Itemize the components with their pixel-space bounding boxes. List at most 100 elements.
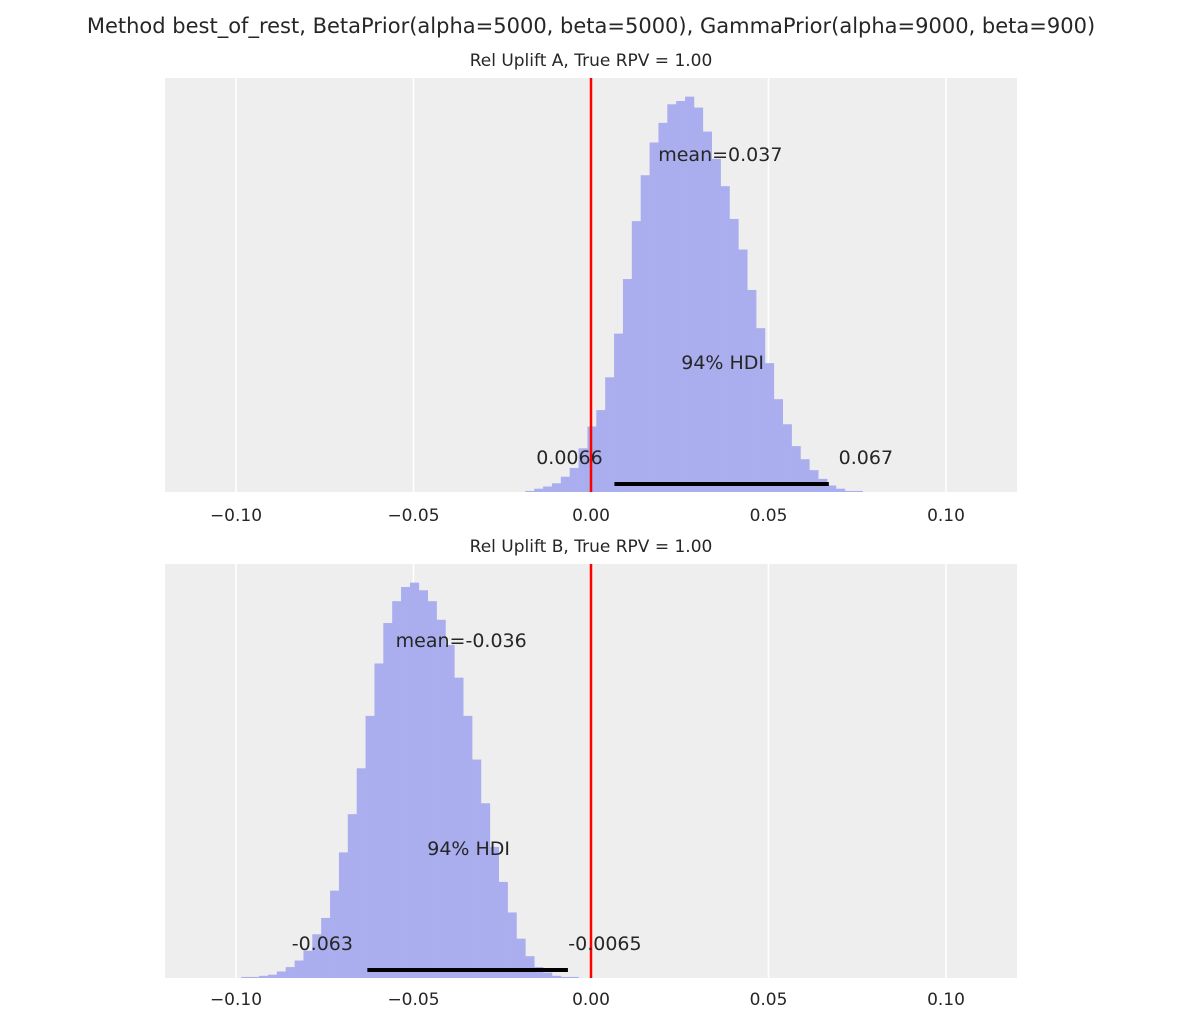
histogram-bar bbox=[578, 448, 588, 492]
histogram-bar bbox=[472, 759, 482, 978]
histogram-bar bbox=[605, 377, 615, 492]
histogram-bar bbox=[498, 881, 508, 978]
subplot-b-title: Rel Uplift B, True RPV = 1.00 bbox=[470, 537, 713, 557]
histogram-bar bbox=[729, 218, 739, 493]
mean-label: mean=0.037 bbox=[658, 144, 782, 166]
histogram-bar bbox=[667, 104, 677, 493]
histogram-bar bbox=[401, 586, 411, 978]
histogram-bar bbox=[383, 623, 393, 978]
histogram-bar bbox=[489, 846, 499, 978]
histogram-bar bbox=[534, 967, 544, 978]
histogram-bar bbox=[693, 107, 704, 493]
histogram-bar bbox=[463, 715, 473, 978]
histogram-bar bbox=[356, 768, 366, 978]
mean-label: mean=-0.036 bbox=[396, 630, 527, 652]
histogram-bar bbox=[622, 279, 633, 492]
x-tick-label: 0.00 bbox=[572, 990, 610, 1010]
histogram-bar bbox=[756, 328, 766, 492]
histogram-bar bbox=[551, 975, 562, 978]
histogram-bar bbox=[534, 488, 544, 492]
histogram-bar bbox=[285, 967, 295, 978]
histogram-bar bbox=[560, 476, 570, 492]
histogram-bar bbox=[791, 446, 801, 492]
histogram-bar bbox=[330, 890, 340, 978]
histogram-bar bbox=[259, 975, 269, 978]
histogram-bar bbox=[773, 399, 783, 492]
histogram-bar bbox=[507, 912, 517, 978]
histogram-bar bbox=[543, 486, 553, 492]
x-tick-label: 0.05 bbox=[750, 990, 788, 1010]
subplot-a: Rel Uplift A, True RPV = 1.00 0.0066 0.06… bbox=[165, 51, 1017, 526]
histogram-bar bbox=[347, 814, 357, 978]
hdi-low-label: 0.0066 bbox=[536, 447, 602, 469]
histogram-bar bbox=[241, 976, 251, 978]
subplot-a-title: Rel Uplift A, True RPV = 1.00 bbox=[470, 51, 713, 71]
histogram-bar bbox=[365, 715, 375, 978]
hdi-low-label: -0.063 bbox=[292, 933, 353, 955]
histogram-bar bbox=[392, 601, 402, 978]
x-tick-label: −0.10 bbox=[210, 990, 262, 1010]
histogram-bar bbox=[685, 96, 695, 492]
histogram-bar bbox=[640, 175, 650, 492]
histogram-bar bbox=[445, 644, 455, 978]
histogram-bar bbox=[569, 976, 579, 978]
histogram-bar bbox=[454, 677, 464, 978]
hdi-high-label: 0.067 bbox=[839, 447, 893, 469]
x-tick-label: 0.10 bbox=[927, 990, 965, 1010]
histogram-bar bbox=[800, 459, 810, 492]
histogram-bar bbox=[551, 483, 562, 492]
x-tick-label: 0.00 bbox=[572, 506, 610, 526]
histogram-bar bbox=[827, 485, 837, 492]
histogram-bar bbox=[747, 289, 757, 492]
histogram-bar bbox=[250, 976, 260, 978]
histogram-bar bbox=[427, 601, 437, 978]
hdi-high-label: -0.0065 bbox=[568, 933, 641, 955]
histogram-bar bbox=[374, 663, 384, 978]
histogram-bar bbox=[809, 470, 819, 492]
histogram-bar bbox=[267, 974, 278, 978]
histogram-bar bbox=[853, 490, 863, 492]
figure-suptitle: Method best_of_rest, BetaPrior(alpha=500… bbox=[87, 14, 1095, 39]
x-tick-label: −0.10 bbox=[210, 506, 262, 526]
histogram-bar bbox=[276, 971, 286, 978]
x-tick-label: −0.05 bbox=[387, 506, 439, 526]
histogram-bar bbox=[303, 950, 313, 978]
histogram-bar bbox=[294, 960, 304, 978]
hdi-label: 94% HDI bbox=[681, 352, 764, 374]
histogram-bar bbox=[720, 186, 730, 492]
x-tick-label: 0.10 bbox=[927, 506, 965, 526]
x-tick-label: 0.05 bbox=[750, 506, 788, 526]
histogram-bar bbox=[516, 938, 526, 978]
histogram-bar bbox=[525, 490, 535, 492]
subplot-a-axes: 0.0066 0.067 94% HDI mean=0.037 −0.10 −0.05 0.… bbox=[165, 78, 1017, 526]
histogram-bar bbox=[525, 956, 535, 978]
histogram-bar bbox=[702, 131, 712, 492]
histogram-bar bbox=[321, 917, 331, 978]
histogram-bar bbox=[782, 424, 792, 492]
histogram-bar bbox=[436, 619, 446, 978]
histogram-bar bbox=[658, 122, 668, 492]
histogram-bar bbox=[480, 803, 491, 978]
histogram-bar bbox=[835, 488, 846, 492]
histogram-bar bbox=[738, 249, 748, 492]
hdi-label: 94% HDI bbox=[427, 838, 510, 860]
histogram-bar bbox=[569, 467, 579, 492]
histogram-bar bbox=[764, 363, 775, 492]
histogram-bar bbox=[711, 158, 721, 492]
subplot-b-axes: -0.063 -0.0065 94% HDI mean=-0.036 −0.10 −0.0… bbox=[165, 564, 1017, 1010]
subplot-b: Rel Uplift B, True RPV = 1.00 -0.063 -0.0… bbox=[165, 537, 1017, 1010]
histogram-bar bbox=[543, 972, 553, 978]
histogram-bar bbox=[631, 221, 641, 492]
histogram-bar bbox=[596, 410, 606, 492]
x-tick-label: −0.05 bbox=[387, 990, 439, 1010]
histogram-bar bbox=[338, 852, 349, 978]
histogram-bar bbox=[312, 934, 322, 978]
histogram-bar bbox=[560, 976, 570, 978]
histogram-bar bbox=[418, 590, 428, 978]
histogram-bar bbox=[409, 582, 420, 978]
histogram-bar bbox=[649, 142, 659, 493]
histogram-bar bbox=[614, 333, 624, 492]
histogram-bar bbox=[844, 490, 854, 492]
